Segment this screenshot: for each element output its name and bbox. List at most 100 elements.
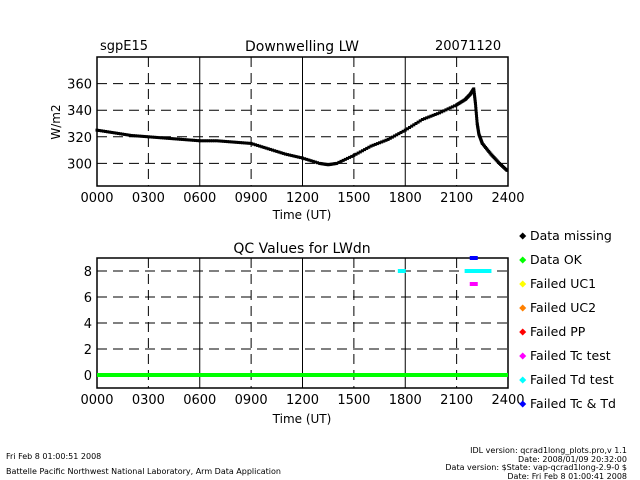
lw-data-point (97, 128, 101, 132)
lw-data-point (311, 159, 315, 163)
lw-data-point (472, 92, 476, 96)
qc-point (464, 269, 473, 273)
lw-data-point (305, 157, 309, 161)
lw-data-point (410, 124, 414, 128)
lw-data-point (286, 153, 290, 157)
lw-data-point (298, 156, 302, 160)
site-label: sgpE15 (100, 39, 148, 54)
lw-data-point (243, 141, 247, 145)
lw-data-point (157, 136, 161, 140)
lw-data-point (238, 141, 242, 145)
lw-data-point (281, 151, 285, 155)
lw-data-point (234, 140, 238, 144)
top-x-tick-label: 0600 (183, 191, 216, 206)
lw-data-point (236, 140, 240, 144)
lw-data-point (309, 159, 313, 163)
lw-data-point (414, 121, 418, 125)
lw-data-point (119, 132, 123, 136)
qc-point (397, 269, 406, 273)
lw-data-point (159, 136, 163, 140)
lw-data-point (178, 137, 182, 141)
lw-data-point (371, 143, 375, 147)
lw-data-point (258, 144, 262, 148)
top-x-tick-label: 1200 (286, 191, 319, 206)
lw-data-point (144, 135, 148, 139)
lw-data-point (101, 129, 105, 133)
legend-marker (519, 304, 527, 312)
lw-data-point (131, 134, 135, 138)
legend-marker (519, 400, 527, 408)
lw-data-point (219, 139, 223, 143)
legend-marker (519, 280, 527, 288)
legend-label: Failed UC1 (530, 276, 596, 291)
lw-data-point (196, 139, 200, 143)
lw-data-point (187, 138, 191, 142)
top-x-tick-label: 2400 (491, 191, 524, 206)
legend-marker (519, 376, 527, 384)
lw-data-point (393, 134, 397, 138)
lw-data-point (343, 157, 347, 161)
lw-data-point (155, 135, 159, 139)
lw-data-point (279, 151, 283, 155)
lw-data-point (358, 150, 362, 154)
lw-data-point (401, 129, 405, 133)
lw-data-point (294, 155, 298, 159)
lw-data-point (418, 119, 422, 123)
lw-data-point (339, 159, 343, 163)
lw-data-point (378, 141, 382, 145)
lw-data-point (223, 139, 227, 143)
legend-label: Failed PP (530, 324, 586, 339)
lw-data-point (277, 150, 281, 154)
lw-data-point (373, 142, 377, 146)
lw-data-point (399, 130, 403, 134)
lw-data-point (288, 153, 292, 157)
lw-data-point (369, 144, 373, 148)
top-x-tick-label: 0900 (235, 191, 268, 206)
lw-data-point (104, 129, 108, 133)
lw-data-point (363, 148, 367, 152)
lw-data-point (313, 160, 317, 164)
footer-idl-date: Date: 2008/01/09 20:32:00 (518, 455, 627, 464)
lw-data-point (350, 154, 354, 158)
lw-data-point (198, 139, 202, 143)
lw-data-point (213, 139, 217, 143)
lw-data-point (474, 112, 478, 116)
lw-data-point (433, 113, 437, 117)
lw-data-point (290, 154, 294, 158)
lw-data-point (114, 131, 118, 135)
lw-data-point (429, 114, 433, 118)
lw-data-point (375, 142, 379, 146)
legend-marker (519, 232, 527, 240)
lw-data-point (397, 132, 401, 136)
qc-point (478, 269, 487, 273)
lw-data-point (425, 116, 429, 120)
date-label: 20071120 (435, 39, 501, 54)
legend-marker (519, 328, 527, 336)
top-x-label: Time (UT) (272, 208, 332, 222)
footer-data-version: Data version: $State: vap-qcrad1long-2.9… (445, 463, 627, 472)
lw-data-point (138, 134, 142, 138)
lw-data-point (341, 158, 345, 162)
lw-data-point (367, 145, 371, 149)
qc-x-tick-label: 1800 (389, 393, 422, 408)
lw-data-point (172, 137, 176, 141)
lw-data-point (183, 138, 187, 142)
qc-x-tick-label: 0900 (235, 393, 268, 408)
top-x-tick-label: 1800 (389, 191, 422, 206)
lw-data-point (335, 161, 339, 165)
lw-data-point (251, 142, 255, 146)
lw-data-point (307, 158, 311, 162)
lw-data-point (337, 160, 341, 164)
lw-data-point (474, 104, 478, 108)
lw-data-point (301, 156, 304, 160)
lw-data-point (472, 91, 476, 95)
lw-data-point (315, 161, 319, 165)
lw-data-point (226, 140, 230, 144)
lw-data-point (106, 130, 110, 134)
lw-data-point (283, 152, 287, 156)
lw-data-point (125, 133, 129, 137)
lw-data-point (354, 152, 358, 156)
lw-data-point (247, 141, 251, 145)
lw-data-point (382, 139, 386, 143)
